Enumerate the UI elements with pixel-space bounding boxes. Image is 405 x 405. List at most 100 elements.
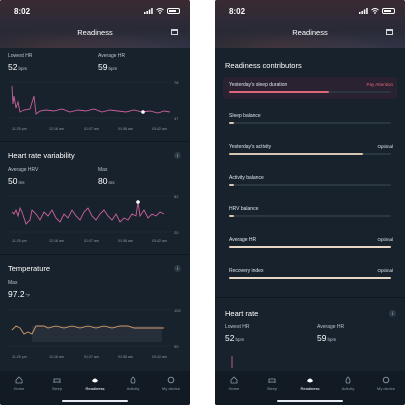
home-icon [230, 376, 238, 384]
contributor-fill [229, 277, 391, 279]
y-axis-top-label: 78 [174, 80, 179, 85]
temperature-title: Temperature [8, 264, 51, 273]
tab-my-device[interactable]: My device [154, 376, 188, 405]
readiness-icon [92, 378, 98, 383]
lowest-hr-block: Lowest HR 52bpm [8, 53, 32, 72]
tab-readiness[interactable]: Readiness [293, 376, 327, 405]
bed-icon [53, 378, 61, 383]
contributor-row[interactable]: HRV balance [223, 201, 397, 223]
lowest-hr-label: Lowest HR [8, 53, 33, 59]
tab-sleep[interactable]: Sleep [40, 376, 74, 405]
y-axis-bottom-label: 47 [174, 116, 179, 121]
max-temp-block: Max 97.2°F [8, 280, 30, 299]
contributors-title: Readiness contributors [225, 61, 302, 70]
x-tick: 11:25 pm [12, 127, 27, 131]
tab-label: Sleep [51, 386, 63, 391]
average-hr-unit: bpm [327, 337, 337, 342]
x-tick: 12:16 am [49, 355, 64, 359]
temp-line [11, 325, 164, 335]
contributor-status: Optimal [377, 268, 393, 273]
status-time: 8:02 [229, 6, 246, 16]
tab-activity[interactable]: Activity [331, 376, 365, 405]
contributor-track [229, 122, 391, 124]
hrv-chart: 82 20 11:25 pm 12:16 am 01:07 am 01:58 a… [10, 194, 179, 243]
hrv-line [11, 201, 165, 225]
contributor-row[interactable]: Recovery index Optimal [223, 263, 397, 285]
x-tick: 11:25 pm [12, 355, 27, 359]
status-time: 8:02 [14, 6, 31, 16]
hero-banner [215, 0, 405, 48]
contributor-fill [229, 215, 234, 217]
tab-sleep[interactable]: Sleep [255, 376, 289, 405]
temperature-info-icon[interactable]: i [174, 265, 181, 272]
contributor-track [229, 91, 391, 93]
x-tick: 01:07 am [84, 355, 99, 359]
hero-banner [0, 0, 190, 48]
tab-my-device[interactable]: My device [369, 376, 403, 405]
x-tick: 12:16 am [49, 239, 64, 243]
tab-label: Activity [341, 386, 355, 391]
x-tick: 01:58 am [118, 355, 133, 359]
tab-activity[interactable]: Activity [116, 376, 150, 405]
heart-rate-title: Heart rate [225, 309, 259, 318]
contributor-row[interactable]: Sleep balance [223, 108, 397, 130]
phone-screen-left: 8:02 Readiness Lowest HR 52bpm Average H… [0, 0, 190, 405]
contributor-name: Average HR [229, 237, 257, 243]
x-tick: 03:42 am [152, 239, 167, 243]
tab-home[interactable]: Home [2, 376, 36, 405]
average-hr-block: Average HR 59bpm [98, 53, 125, 72]
home-indicator [62, 400, 128, 402]
y-axis-top-label: 82 [174, 194, 179, 199]
contributor-row[interactable]: Activity balance [223, 170, 397, 192]
section-divider [215, 297, 405, 298]
contributor-row[interactable]: Yesterday's sleep duration Pay Attention [223, 77, 397, 99]
home-indicator [277, 400, 343, 402]
lowest-hr-block: Lowest HR 52bpm [225, 324, 249, 343]
average-hrv-unit: ms [18, 180, 25, 185]
average-hrv-value: 50 [8, 176, 18, 186]
contributor-name: Yesterday's activity [229, 144, 272, 150]
contributor-fill [229, 184, 234, 186]
x-tick: 01:58 am [118, 127, 133, 131]
x-tick: 11:25 pm [12, 239, 27, 243]
max-temp-label: Max [8, 280, 18, 286]
home-icon [15, 376, 23, 384]
contributor-row[interactable]: Average HR Optimal [223, 232, 397, 254]
contributor-row[interactable]: Yesterday's activity Optimal [223, 139, 397, 161]
signal-icon [144, 8, 153, 14]
page-title: Readiness [292, 28, 328, 37]
average-hr-label: Average HR [317, 324, 345, 330]
contributor-fill [229, 122, 234, 124]
lowest-hr-label: Lowest HR [225, 324, 250, 330]
tab-home[interactable]: Home [217, 376, 251, 405]
x-tick: 12:16 am [49, 127, 64, 131]
contributor-track [229, 277, 391, 279]
wifi-icon [156, 8, 164, 14]
heart-rate-info-icon[interactable]: i [389, 310, 396, 317]
hr-line [11, 85, 171, 115]
tab-label: Home [228, 386, 240, 391]
tab-bar: Home Sleep Readiness Activity My device [0, 371, 190, 405]
hr-marker [141, 110, 145, 114]
tab-readiness[interactable]: Readiness [78, 376, 112, 405]
hr-chart-peek [231, 356, 233, 368]
tab-label: Activity [126, 386, 140, 391]
contributor-track [229, 215, 391, 217]
hrv-title: Heart rate variability [8, 151, 75, 160]
hrv-info-icon[interactable]: i [174, 152, 181, 159]
y-axis-bottom-label: 90 [174, 344, 179, 349]
tab-bar: Home Sleep Readiness Activity My device [215, 371, 405, 405]
calendar-icon[interactable] [171, 29, 178, 35]
section-divider [0, 254, 190, 255]
average-hrv-value-line: 50ms [8, 176, 38, 186]
status-bar: 8:02 [229, 6, 395, 16]
temp-band [32, 326, 162, 342]
contributor-name: HRV balance [229, 206, 259, 212]
contributor-status: Optimal [377, 144, 393, 149]
max-hrv-label: Max [98, 167, 108, 173]
calendar-icon[interactable] [386, 29, 393, 35]
average-hr-label: Average HR [98, 53, 126, 59]
max-temp-value-line: 97.2°F [8, 289, 30, 299]
ring-icon [167, 376, 175, 384]
battery-icon [382, 8, 395, 14]
